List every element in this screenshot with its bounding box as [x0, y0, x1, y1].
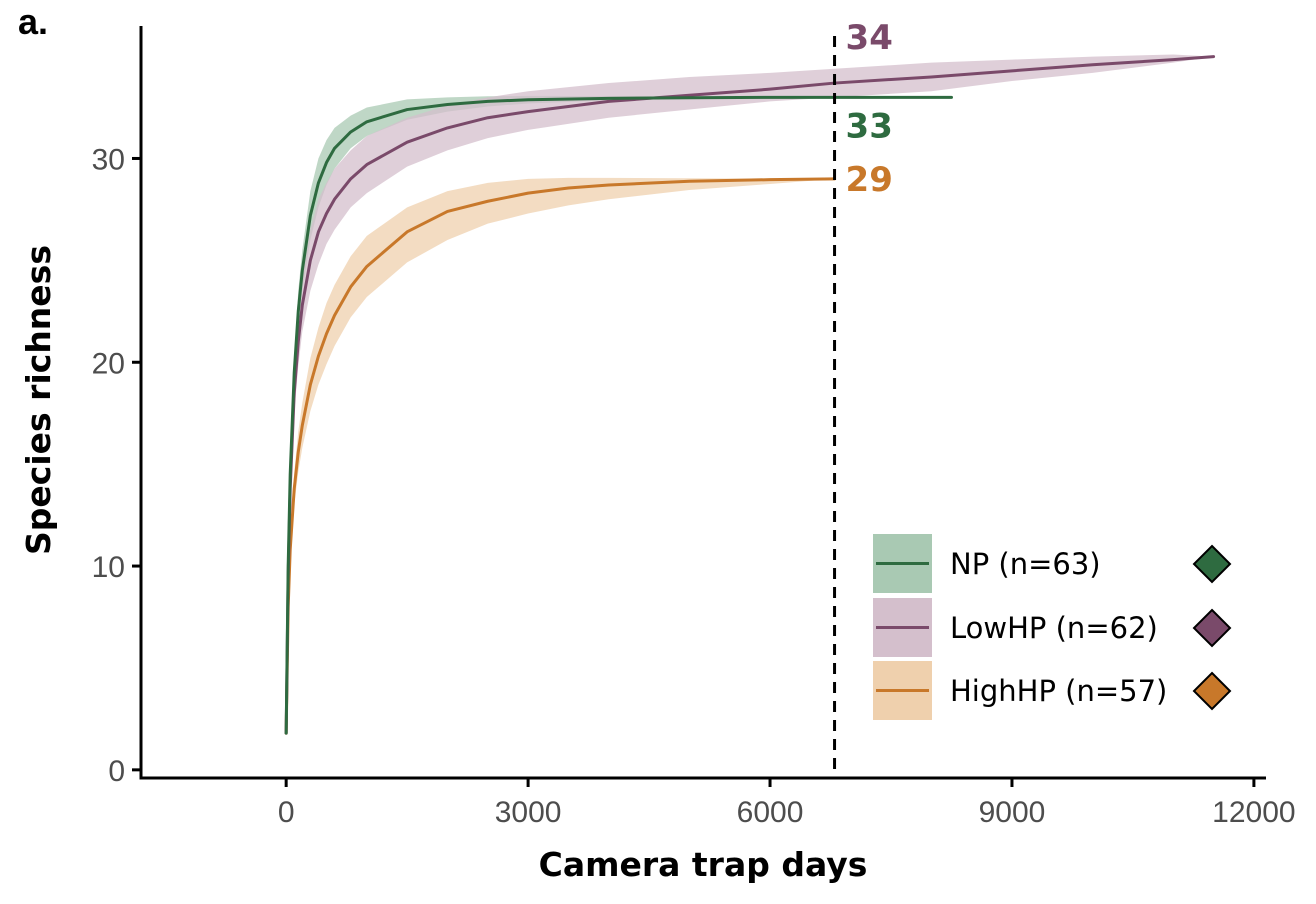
legend-item-highhp-n-57: HighHP (n=57): [873, 661, 1232, 720]
diamond-marker-icon: [1192, 671, 1232, 711]
end-label-highhp-n-57: 29: [846, 160, 893, 200]
legend: NP (n=63) LowHP (n=62) HighHP (n=57): [873, 534, 1232, 720]
y-tick-label: 0: [108, 755, 125, 788]
diamond-marker-icon: [1192, 544, 1232, 584]
x-axis-ticks: 0 3000 6000 9000 12000: [278, 778, 1296, 829]
y-tick-label: 20: [92, 347, 125, 380]
y-axis-title: Species richness: [19, 245, 58, 555]
legend-label: HighHP (n=57): [950, 674, 1167, 708]
x-tick-label: 6000: [737, 796, 804, 829]
x-tick-label: 9000: [979, 796, 1046, 829]
legend-item-np-n-63: NP (n=63): [873, 534, 1232, 593]
y-axis-ticks: 0 10 20 30: [92, 143, 141, 788]
diamond-marker-icon: [1192, 608, 1232, 648]
legend-label: NP (n=63): [950, 547, 1101, 581]
legend-label: LowHP (n=62): [950, 611, 1158, 645]
panel-label: a.: [18, 1, 48, 42]
series-lines: [284, 55, 1216, 735]
x-tick-label: 0: [278, 796, 295, 829]
end-label-lowhp-n-62: 34: [846, 18, 893, 58]
line-highhp-n-57: [284, 177, 837, 735]
line-lowhp-n-62: [284, 55, 1216, 735]
y-tick-label: 30: [92, 143, 125, 176]
x-axis-title: Camera trap days: [539, 845, 868, 884]
line-np-n-63: [284, 95, 953, 735]
legend-item-lowhp-n-62: LowHP (n=62): [873, 598, 1232, 657]
y-tick-label: 10: [92, 551, 125, 584]
x-tick-label: 12000: [1212, 796, 1295, 829]
end-label-np-n-63: 33: [846, 106, 893, 146]
x-tick-label: 3000: [495, 796, 562, 829]
band-highhp-n-57: [286, 177, 835, 734]
end-value-labels: 33 34 29: [846, 18, 893, 200]
